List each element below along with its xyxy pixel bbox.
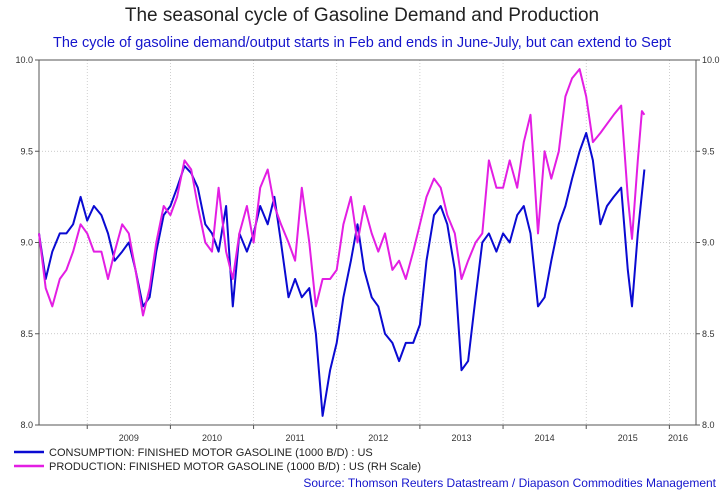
y-tick-label-left: 8.0	[20, 420, 33, 430]
y-tick-label-right: 9.0	[702, 238, 715, 248]
y-tick-label-left: 10.0	[15, 55, 33, 65]
series-layer	[38, 68, 646, 417]
x-tick-label: 2009	[119, 433, 139, 443]
x-axis: 2009 2010 2011 2012 2013 2014 2015 2016	[86, 425, 688, 443]
x-tick-label: 2014	[535, 433, 555, 443]
grid-layer	[39, 59, 696, 426]
y-tick-label-right: 10.0	[702, 55, 720, 65]
chart-title: The seasonal cycle of Gasoline Demand an…	[124, 5, 600, 26]
source-note: Source: Thomson Reuters Datastream / Dia…	[303, 476, 716, 490]
x-tick-label: 2015	[618, 433, 638, 443]
y-tick-label-right: 9.5	[702, 146, 715, 156]
x-tick-label: 2016	[668, 433, 688, 443]
right-y-axis: 8.0 8.5 9.0 9.5 10.0	[696, 55, 720, 430]
y-tick-label-left: 9.5	[20, 146, 33, 156]
y-tick-label-left: 9.0	[20, 238, 33, 248]
x-tick-label: 2013	[451, 433, 471, 443]
x-tick-label: 2012	[368, 433, 388, 443]
x-tick-label: 2010	[202, 433, 222, 443]
consumption-series-line	[38, 132, 646, 417]
legend-label: PRODUCTION: FINISHED MOTOR GASOLINE (100…	[49, 461, 421, 473]
y-tick-label-right: 8.5	[702, 329, 715, 339]
legend-label: CONSUMPTION: FINISHED MOTOR GASOLINE (10…	[49, 447, 373, 459]
legend: CONSUMPTION: FINISHED MOTOR GASOLINE (10…	[14, 447, 421, 473]
production-series-line	[38, 68, 646, 317]
left-y-axis: 8.0 8.5 9.0 9.5 10.0	[15, 55, 39, 430]
y-tick-label-left: 8.5	[20, 329, 33, 339]
chart-subtitle: The cycle of gasoline demand/output star…	[53, 35, 671, 51]
x-tick-label: 2011	[285, 433, 304, 443]
y-tick-label-right: 8.0	[702, 420, 715, 430]
